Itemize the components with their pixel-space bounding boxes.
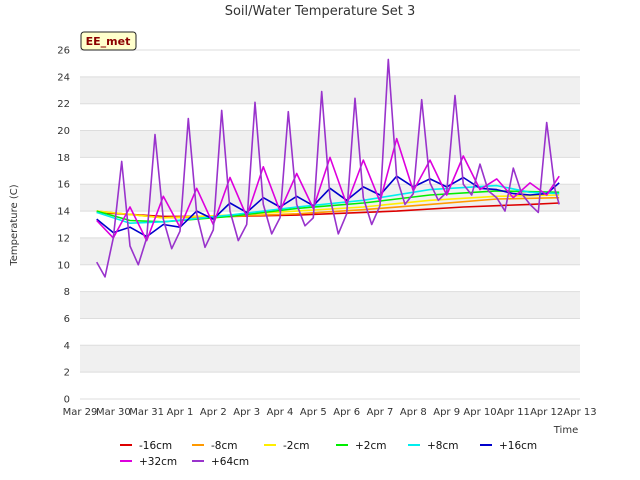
legend-label: +16cm bbox=[499, 440, 537, 452]
y-tick-label: 26 bbox=[57, 46, 70, 57]
y-tick-label: 8 bbox=[64, 287, 70, 298]
grid-band bbox=[80, 103, 580, 131]
grid-band bbox=[80, 130, 580, 158]
x-tick-label: Apr 10 bbox=[463, 407, 496, 418]
legend-label: -2cm bbox=[283, 440, 309, 452]
grid-band bbox=[80, 318, 580, 346]
y-tick-label: 16 bbox=[57, 180, 70, 191]
x-tick-label: Apr 6 bbox=[333, 407, 360, 418]
site-label: EE_met bbox=[86, 35, 131, 48]
x-tick-label: Apr 9 bbox=[433, 407, 460, 418]
y-tick-label: 18 bbox=[57, 153, 70, 164]
x-tick-label: Apr 3 bbox=[233, 407, 260, 418]
legend-label: +32cm bbox=[139, 456, 177, 468]
y-tick-label: 22 bbox=[57, 99, 70, 110]
y-tick-label: 12 bbox=[57, 233, 70, 244]
y-tick-label: 4 bbox=[64, 341, 70, 352]
y-tick-label: 0 bbox=[64, 395, 70, 406]
x-tick-label: Mar 30 bbox=[96, 407, 131, 418]
grid-band bbox=[80, 157, 580, 185]
series-line-+64cm bbox=[96, 58, 560, 278]
y-tick-label: 2 bbox=[64, 368, 70, 379]
series-lines bbox=[96, 58, 560, 278]
series-line-+8cm bbox=[96, 184, 560, 224]
x-tick-label: Apr 2 bbox=[200, 407, 227, 418]
legend-label: +2cm bbox=[355, 440, 386, 452]
grid-band bbox=[80, 264, 580, 292]
x-tick-label: Apr 8 bbox=[400, 407, 427, 418]
site-label-box: EE_met bbox=[80, 31, 137, 51]
grid-band bbox=[80, 50, 580, 77]
y-tick-label: 14 bbox=[57, 207, 70, 218]
x-tick-label: Apr 13 bbox=[563, 407, 596, 418]
legend-label: +8cm bbox=[427, 440, 458, 452]
x-tick-label: Apr 5 bbox=[300, 407, 327, 418]
grid-band bbox=[80, 372, 580, 399]
x-tick-label: Mar 31 bbox=[129, 407, 164, 418]
legend: -16cm -8cm -2cm +2cm +8cm +16cm +32cm +64cm bbox=[120, 440, 537, 468]
y-tick-label: 6 bbox=[64, 314, 70, 325]
legend-label: -16cm bbox=[139, 440, 172, 452]
y-tick-label: 24 bbox=[57, 72, 70, 83]
site-label-background bbox=[80, 31, 137, 51]
grid-band bbox=[80, 76, 580, 104]
x-tick-label: Apr 1 bbox=[167, 407, 194, 418]
x-tick-label: Apr 4 bbox=[267, 407, 294, 418]
grid-bands bbox=[80, 49, 580, 400]
x-tick-label: Apr 11 bbox=[497, 407, 530, 418]
legend-label: -8cm bbox=[211, 440, 237, 452]
chart-title: Soil/Water Temperature Set 3 bbox=[225, 4, 416, 19]
y-tick-label: 10 bbox=[57, 260, 70, 271]
y-axis-label: Temperature (C) bbox=[9, 184, 20, 266]
x-axis-label: Time bbox=[553, 425, 578, 436]
series-line-+32cm bbox=[96, 137, 560, 242]
x-tick-label: Mar 29 bbox=[63, 407, 98, 418]
grid-band bbox=[80, 291, 580, 319]
y-tick-label: 20 bbox=[57, 126, 70, 137]
series-line-+2cm bbox=[96, 190, 560, 223]
legend-label: +64cm bbox=[211, 456, 249, 468]
x-tick-label: Apr 7 bbox=[367, 407, 394, 418]
x-tick-label: Apr 12 bbox=[530, 407, 563, 418]
grid-band bbox=[80, 237, 580, 265]
grid-band bbox=[80, 345, 580, 373]
